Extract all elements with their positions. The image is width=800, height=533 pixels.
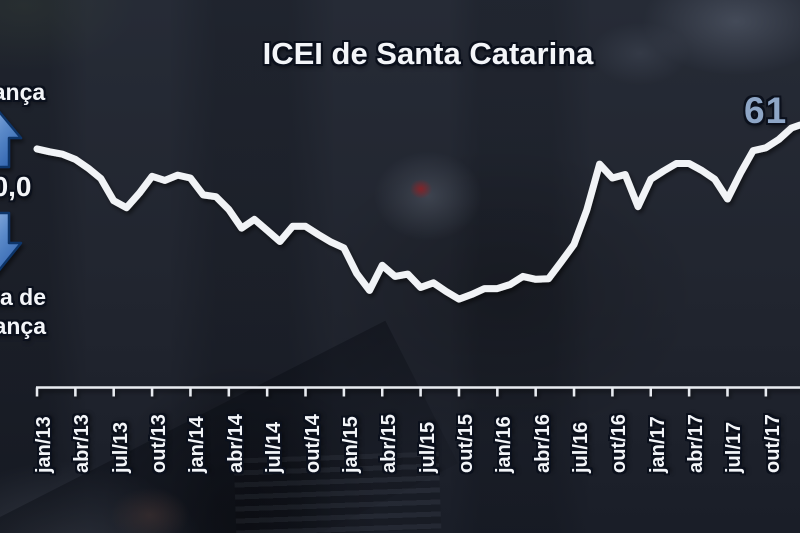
x-tick-label: out/16	[608, 414, 631, 473]
x-tick-label: jan/14	[186, 416, 209, 473]
x-tick-label: out/15	[454, 414, 477, 473]
x-tick-label: jan/15	[339, 416, 362, 473]
x-tick-label: abr/15	[378, 414, 401, 473]
reference-line-label: 50,0	[0, 171, 32, 202]
x-tick-label: jul/17	[723, 421, 746, 473]
no-confidence-zone-label: Falta de Confiança	[0, 283, 46, 341]
x-tick-label: jan/16	[493, 416, 516, 473]
x-tick-label: abr/17	[685, 414, 708, 473]
last-value-label: 61	[744, 90, 788, 131]
x-tick-label: out/17	[761, 414, 784, 473]
x-tick-label: jul/16	[570, 421, 593, 473]
up-arrow-icon	[0, 110, 23, 169]
no-confidence-zone-label-line2: Confiança	[0, 313, 46, 339]
x-tick-label: out/14	[301, 414, 324, 473]
confidence-zone-label: Confiança	[0, 79, 46, 105]
no-confidence-zone-label-line1: Falta de	[0, 284, 46, 310]
x-axis	[35, 386, 800, 397]
down-arrow-icon	[0, 211, 23, 272]
x-tick-label: abr/14	[224, 414, 247, 473]
x-tick-label: jan/17	[646, 416, 669, 473]
x-tick-label: jan/13	[33, 416, 55, 473]
chart-title: ICEI de Santa Catarina	[262, 36, 594, 71]
x-tick-label: abr/16	[531, 414, 554, 473]
x-tick-label: jul/14	[263, 421, 286, 473]
x-tick-label: jul/13	[109, 421, 132, 473]
x-tick-label: abr/13	[71, 414, 94, 473]
x-tick-label: out/13	[148, 414, 171, 473]
icei-line-series	[33, 121, 800, 303]
x-tick-label: jul/15	[416, 421, 439, 473]
